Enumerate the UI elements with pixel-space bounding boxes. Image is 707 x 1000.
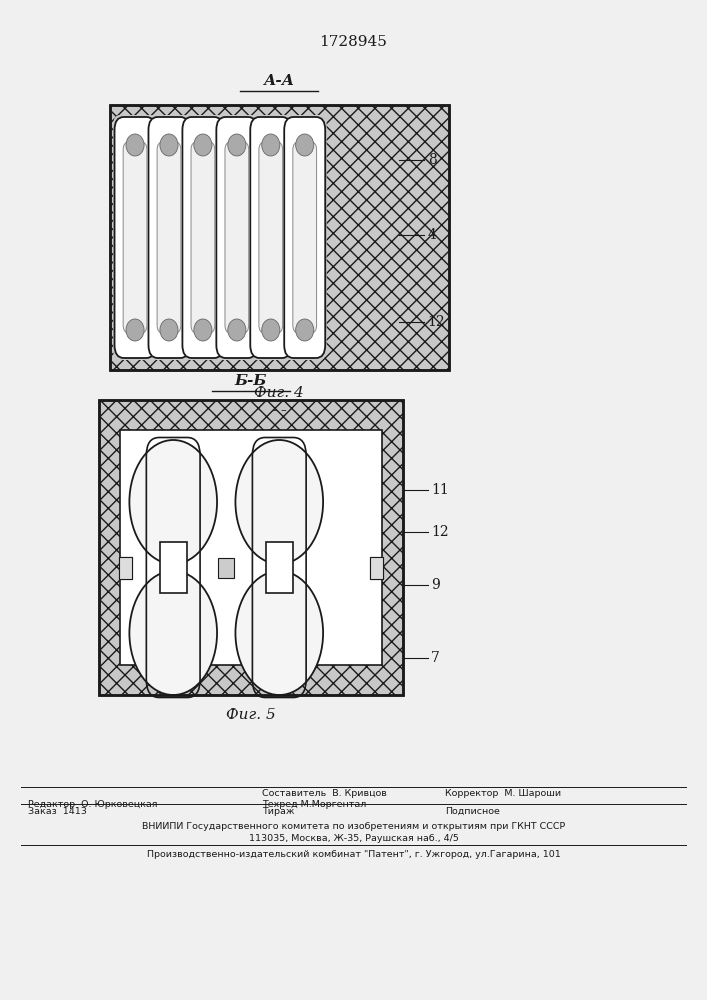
Text: 113035, Москва, Ж-35, Раушская наб., 4/5: 113035, Москва, Ж-35, Раушская наб., 4/5 (249, 834, 458, 843)
Ellipse shape (228, 134, 246, 156)
Text: Редактор  О. Юрковецкая: Редактор О. Юрковецкая (28, 800, 158, 809)
Ellipse shape (262, 319, 280, 341)
Text: Подписное: Подписное (445, 807, 501, 816)
Text: 1728945: 1728945 (320, 35, 387, 49)
Text: Техред М.Моргентал: Техред М.Моргентал (262, 800, 366, 809)
FancyBboxPatch shape (182, 117, 223, 358)
Text: Тираж: Тираж (262, 807, 294, 816)
Text: 4: 4 (428, 228, 437, 242)
Bar (370, 556, 383, 578)
Text: – –: – – (272, 405, 286, 415)
Ellipse shape (262, 134, 280, 156)
Ellipse shape (160, 134, 178, 156)
Bar (266, 542, 293, 593)
Text: Составитель  В. Кривцов: Составитель В. Кривцов (262, 789, 387, 798)
Text: 7: 7 (431, 651, 440, 665)
FancyBboxPatch shape (148, 117, 189, 358)
Bar (370, 556, 383, 578)
Text: Фиг. 5: Фиг. 5 (226, 708, 276, 722)
Text: 12: 12 (431, 525, 449, 539)
Text: 11: 11 (431, 483, 449, 497)
Text: 9: 9 (431, 578, 440, 592)
Text: Б-Б: Б-Б (235, 374, 267, 388)
FancyBboxPatch shape (259, 142, 283, 333)
Bar (160, 542, 187, 593)
Ellipse shape (129, 571, 217, 695)
Ellipse shape (296, 319, 314, 341)
Bar (110, 105, 449, 370)
Bar (119, 556, 132, 578)
Text: 12: 12 (428, 315, 445, 329)
Ellipse shape (129, 440, 217, 564)
Ellipse shape (126, 319, 144, 341)
Text: Корректор  М. Шароши: Корректор М. Шароши (445, 789, 561, 798)
FancyBboxPatch shape (215, 115, 259, 360)
Text: ВНИИПИ Государственного комитета по изобретениям и открытиям при ГКНТ СССР: ВНИИПИ Государственного комитета по изоб… (142, 822, 565, 831)
Bar (119, 556, 132, 578)
FancyBboxPatch shape (249, 115, 293, 360)
FancyBboxPatch shape (250, 117, 291, 358)
FancyBboxPatch shape (293, 142, 317, 333)
FancyBboxPatch shape (284, 117, 325, 358)
Ellipse shape (235, 440, 323, 564)
Ellipse shape (160, 319, 178, 341)
Text: Фиг. 4: Фиг. 4 (255, 386, 304, 400)
FancyBboxPatch shape (191, 142, 215, 333)
Bar (218, 558, 234, 578)
FancyBboxPatch shape (147, 115, 191, 360)
Bar (99, 400, 403, 695)
Text: 8: 8 (428, 153, 436, 167)
Bar (120, 430, 382, 665)
Bar (99, 400, 403, 695)
Ellipse shape (194, 319, 212, 341)
Bar (110, 105, 449, 370)
Text: Производственно-издательский комбинат "Патент", г. Ужгород, ул.Гагарина, 101: Производственно-издательский комбинат "П… (146, 850, 561, 859)
FancyBboxPatch shape (123, 142, 147, 333)
Text: А-А: А-А (264, 74, 295, 88)
FancyBboxPatch shape (157, 142, 181, 333)
Ellipse shape (126, 134, 144, 156)
Ellipse shape (228, 319, 246, 341)
FancyBboxPatch shape (283, 115, 327, 360)
Ellipse shape (194, 134, 212, 156)
Text: Заказ  1413: Заказ 1413 (28, 807, 87, 816)
FancyBboxPatch shape (113, 115, 157, 360)
Ellipse shape (296, 134, 314, 156)
Ellipse shape (235, 571, 323, 695)
FancyBboxPatch shape (181, 115, 225, 360)
FancyBboxPatch shape (115, 117, 156, 358)
FancyBboxPatch shape (225, 142, 249, 333)
FancyBboxPatch shape (216, 117, 257, 358)
